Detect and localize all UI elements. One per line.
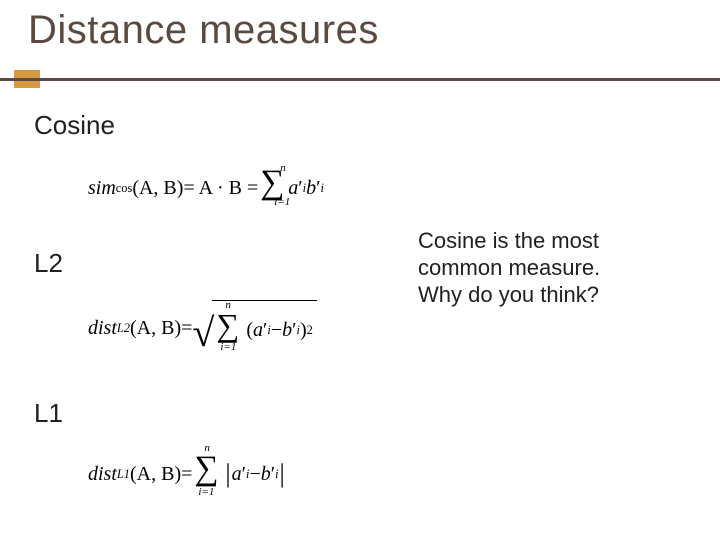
sigma-lower: i=1 bbox=[274, 196, 290, 208]
section-label-l2: L2 bbox=[34, 248, 63, 279]
slide-title: Distance measures bbox=[28, 8, 379, 53]
minus: − bbox=[249, 463, 260, 486]
sigma-icon: ∑ n i=1 bbox=[194, 448, 222, 500]
dist-sub: L2 bbox=[117, 321, 130, 336]
horizontal-rule bbox=[0, 78, 720, 81]
sim-fn: sim bbox=[88, 177, 116, 200]
eq: = bbox=[181, 463, 192, 486]
formula-l2: distL2(A, B) = √ ∑ n i=1 (a′i − b′i)2 bbox=[88, 300, 317, 357]
close-paren: ) bbox=[300, 319, 307, 342]
a: a bbox=[232, 463, 242, 486]
sigma-lower: i=1 bbox=[198, 486, 214, 498]
dist-args: (A, B) bbox=[130, 317, 181, 340]
note-line: Cosine is the most bbox=[418, 228, 599, 253]
sigma-upper: n bbox=[204, 442, 210, 454]
sigma-icon: ∑ n i=1 bbox=[260, 168, 286, 208]
side-note: Cosine is the most common measure. Why d… bbox=[418, 228, 678, 308]
a: a bbox=[253, 319, 263, 342]
dist-fn: dist bbox=[88, 463, 117, 486]
sim-args: (A, B) bbox=[132, 177, 183, 200]
formula-cosine: simcos(A, B) = A · B = ∑ n i=1 a′ib′i bbox=[88, 168, 324, 208]
note-line: Why do you think? bbox=[418, 282, 599, 307]
dist-fn: dist bbox=[88, 317, 117, 340]
open-paren: ( bbox=[246, 319, 253, 342]
sqrt-icon: √ ∑ n i=1 (a′i − b′i)2 bbox=[192, 300, 316, 357]
sigma-upper: n bbox=[280, 162, 286, 174]
sigma-upper: n bbox=[225, 299, 231, 311]
minus: − bbox=[271, 319, 282, 342]
b: b bbox=[282, 319, 292, 342]
term-b: b bbox=[306, 177, 316, 200]
b: b bbox=[261, 463, 271, 486]
formula-l1: distL1(A, B) = ∑ n i=1 |a′i − b′i| bbox=[88, 448, 286, 500]
dist-args: (A, B) bbox=[130, 463, 181, 486]
eq: = bbox=[181, 317, 192, 340]
slide: Distance measures Cosine L2 L1 Cosine is… bbox=[0, 0, 720, 540]
note-line: common measure. bbox=[418, 255, 600, 280]
sigma-lower: i=1 bbox=[220, 341, 236, 353]
idx: i bbox=[320, 181, 323, 196]
abs-bar: | bbox=[279, 459, 286, 489]
section-label-l1: L1 bbox=[34, 398, 63, 429]
section-label-cosine: Cosine bbox=[34, 110, 115, 141]
abs-bar: | bbox=[224, 459, 231, 489]
power: 2 bbox=[307, 323, 313, 338]
sigma-icon: ∑ n i=1 bbox=[216, 307, 242, 353]
eq-mid: = A · B = bbox=[183, 177, 258, 200]
sim-sub: cos bbox=[116, 181, 133, 196]
dist-sub: L1 bbox=[117, 467, 130, 482]
